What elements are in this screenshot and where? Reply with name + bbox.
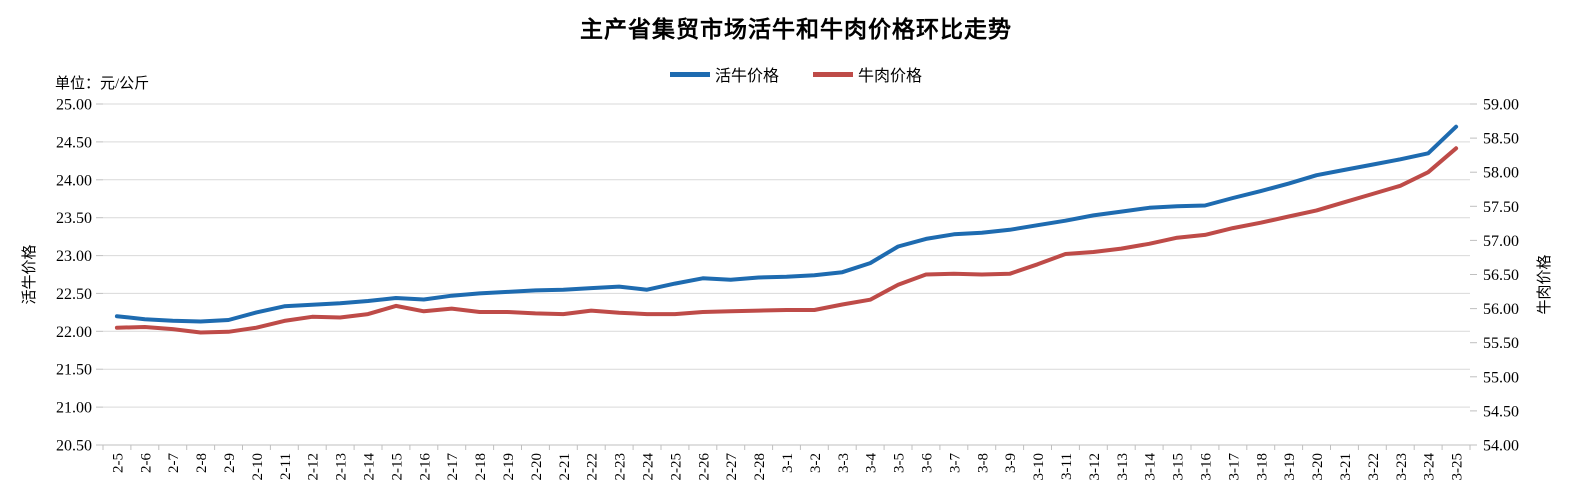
x-axis-label: 3-8 (975, 453, 991, 473)
x-axis-label: 3-12 (1087, 453, 1103, 481)
x-axis-label: 3-15 (1171, 453, 1187, 481)
x-axis-label: 2-22 (585, 453, 601, 481)
legend-item-beef: 牛肉价格 (813, 62, 922, 86)
x-axis-label: 2-20 (529, 453, 545, 481)
x-axis-label: 3-18 (1254, 453, 1270, 481)
x-axis-label: 2-19 (501, 453, 517, 481)
x-axis-label: 2-8 (194, 453, 210, 473)
legend-line-beef-icon (813, 71, 853, 77)
right-axis-tick-label: 55.50 (1483, 335, 1519, 352)
x-axis-label: 3-2 (808, 453, 824, 473)
left-axis-tick-label: 23.00 (56, 248, 92, 265)
x-axis-label: 3-10 (1031, 453, 1047, 481)
left-axis-tick-label: 25.00 (56, 97, 92, 114)
legend-label-live-cattle: 活牛价格 (714, 68, 779, 85)
right-axis-tick-label: 58.50 (1483, 131, 1519, 148)
chart-title: 主产省集贸市场活牛和牛肉价格环比走势 (580, 17, 1012, 42)
left-axis-title: 活牛价格 (21, 244, 38, 304)
unit-label: 单位：元/公斤 (55, 76, 150, 92)
x-axis-label: 2-16 (417, 453, 433, 481)
legend-item-live-cattle: 活牛价格 (669, 62, 779, 86)
x-axis-label: 2-9 (222, 453, 238, 473)
x-axis-label: 3-16 (1199, 453, 1215, 481)
left-axis-tick-label: 21.00 (56, 400, 92, 417)
x-axis-label: 3-7 (947, 453, 963, 473)
left-axis-tick-label: 24.00 (56, 172, 92, 189)
x-axis-label: 3-25 (1450, 453, 1466, 481)
right-axis-tick-label: 58.00 (1483, 165, 1519, 182)
x-axis-label: 3-19 (1282, 453, 1298, 481)
x-axis-label: 3-23 (1394, 453, 1410, 481)
series-line-beef (114, 146, 1459, 335)
x-axis-label: 3-6 (920, 453, 936, 473)
x-axis-label: 3-21 (1338, 453, 1354, 481)
x-axis-label: 2-25 (668, 453, 684, 481)
x-axis-label: 3-3 (836, 453, 852, 473)
series-line-live-cattle (114, 124, 1459, 324)
x-axis-label: 3-5 (892, 453, 908, 473)
left-axis-tick-label: 21.50 (56, 362, 92, 379)
x-axis-label: 3-1 (780, 453, 796, 473)
right-axis-tick-label: 56.00 (1483, 301, 1519, 318)
right-axis-title: 牛肉价格 (1536, 254, 1553, 314)
legend-label-beef: 牛肉价格 (858, 68, 923, 85)
x-axis-label: 2-18 (473, 453, 489, 481)
right-axis-tick-label: 54.50 (1483, 403, 1519, 420)
x-axis-label: 2-28 (752, 453, 768, 481)
right-axis-tick-label: 57.00 (1483, 233, 1519, 250)
x-axis-label: 2-10 (250, 453, 266, 481)
x-axis-label: 2-15 (389, 453, 405, 481)
right-axis-tick-label: 55.00 (1483, 369, 1519, 386)
right-axis-tick-label: 57.50 (1483, 199, 1519, 216)
legend-line-live-cattle-icon (669, 71, 710, 77)
x-axis-label: 3-22 (1366, 453, 1382, 481)
x-axis-label: 3-13 (1115, 453, 1131, 481)
left-axis-tick-label: 23.50 (56, 210, 92, 227)
x-axis-label: 2-24 (641, 453, 657, 481)
right-axis-tick-label: 56.50 (1483, 267, 1519, 284)
x-axis-label: 2-14 (362, 453, 378, 481)
x-axis-label: 3-9 (1003, 453, 1019, 473)
x-axis-label: 2-23 (613, 453, 629, 481)
x-axis-label: 3-24 (1422, 453, 1438, 481)
x-axis-label: 3-20 (1310, 453, 1326, 481)
x-axis-label: 2-11 (278, 453, 294, 480)
x-axis-label: 2-27 (724, 453, 740, 481)
x-axis-label: 2-5 (110, 453, 126, 473)
x-axis-label: 2-7 (166, 453, 182, 473)
x-axis-label: 3-4 (864, 453, 880, 473)
x-axis-label: 2-21 (557, 453, 573, 481)
chart-legend: 活牛价格 牛肉价格 (0, 62, 1592, 86)
left-axis-tick-label: 20.50 (56, 438, 92, 455)
left-axis-tick-label: 22.50 (56, 286, 92, 303)
x-axis-label: 2-17 (445, 453, 461, 481)
x-axis-label: 2-6 (138, 453, 154, 473)
left-axis-tick-label: 22.00 (56, 324, 92, 341)
right-axis-tick-label: 54.00 (1483, 438, 1519, 455)
right-axis-tick-label: 59.00 (1483, 97, 1519, 114)
x-axis-label: 3-14 (1143, 453, 1159, 481)
x-axis-label: 2-26 (696, 453, 712, 481)
left-axis-tick-label: 24.50 (56, 134, 92, 151)
x-axis-label: 3-17 (1226, 453, 1242, 481)
x-axis-label: 3-11 (1059, 453, 1075, 480)
x-axis-label: 2-12 (306, 453, 322, 481)
x-axis-label: 2-13 (334, 453, 350, 481)
